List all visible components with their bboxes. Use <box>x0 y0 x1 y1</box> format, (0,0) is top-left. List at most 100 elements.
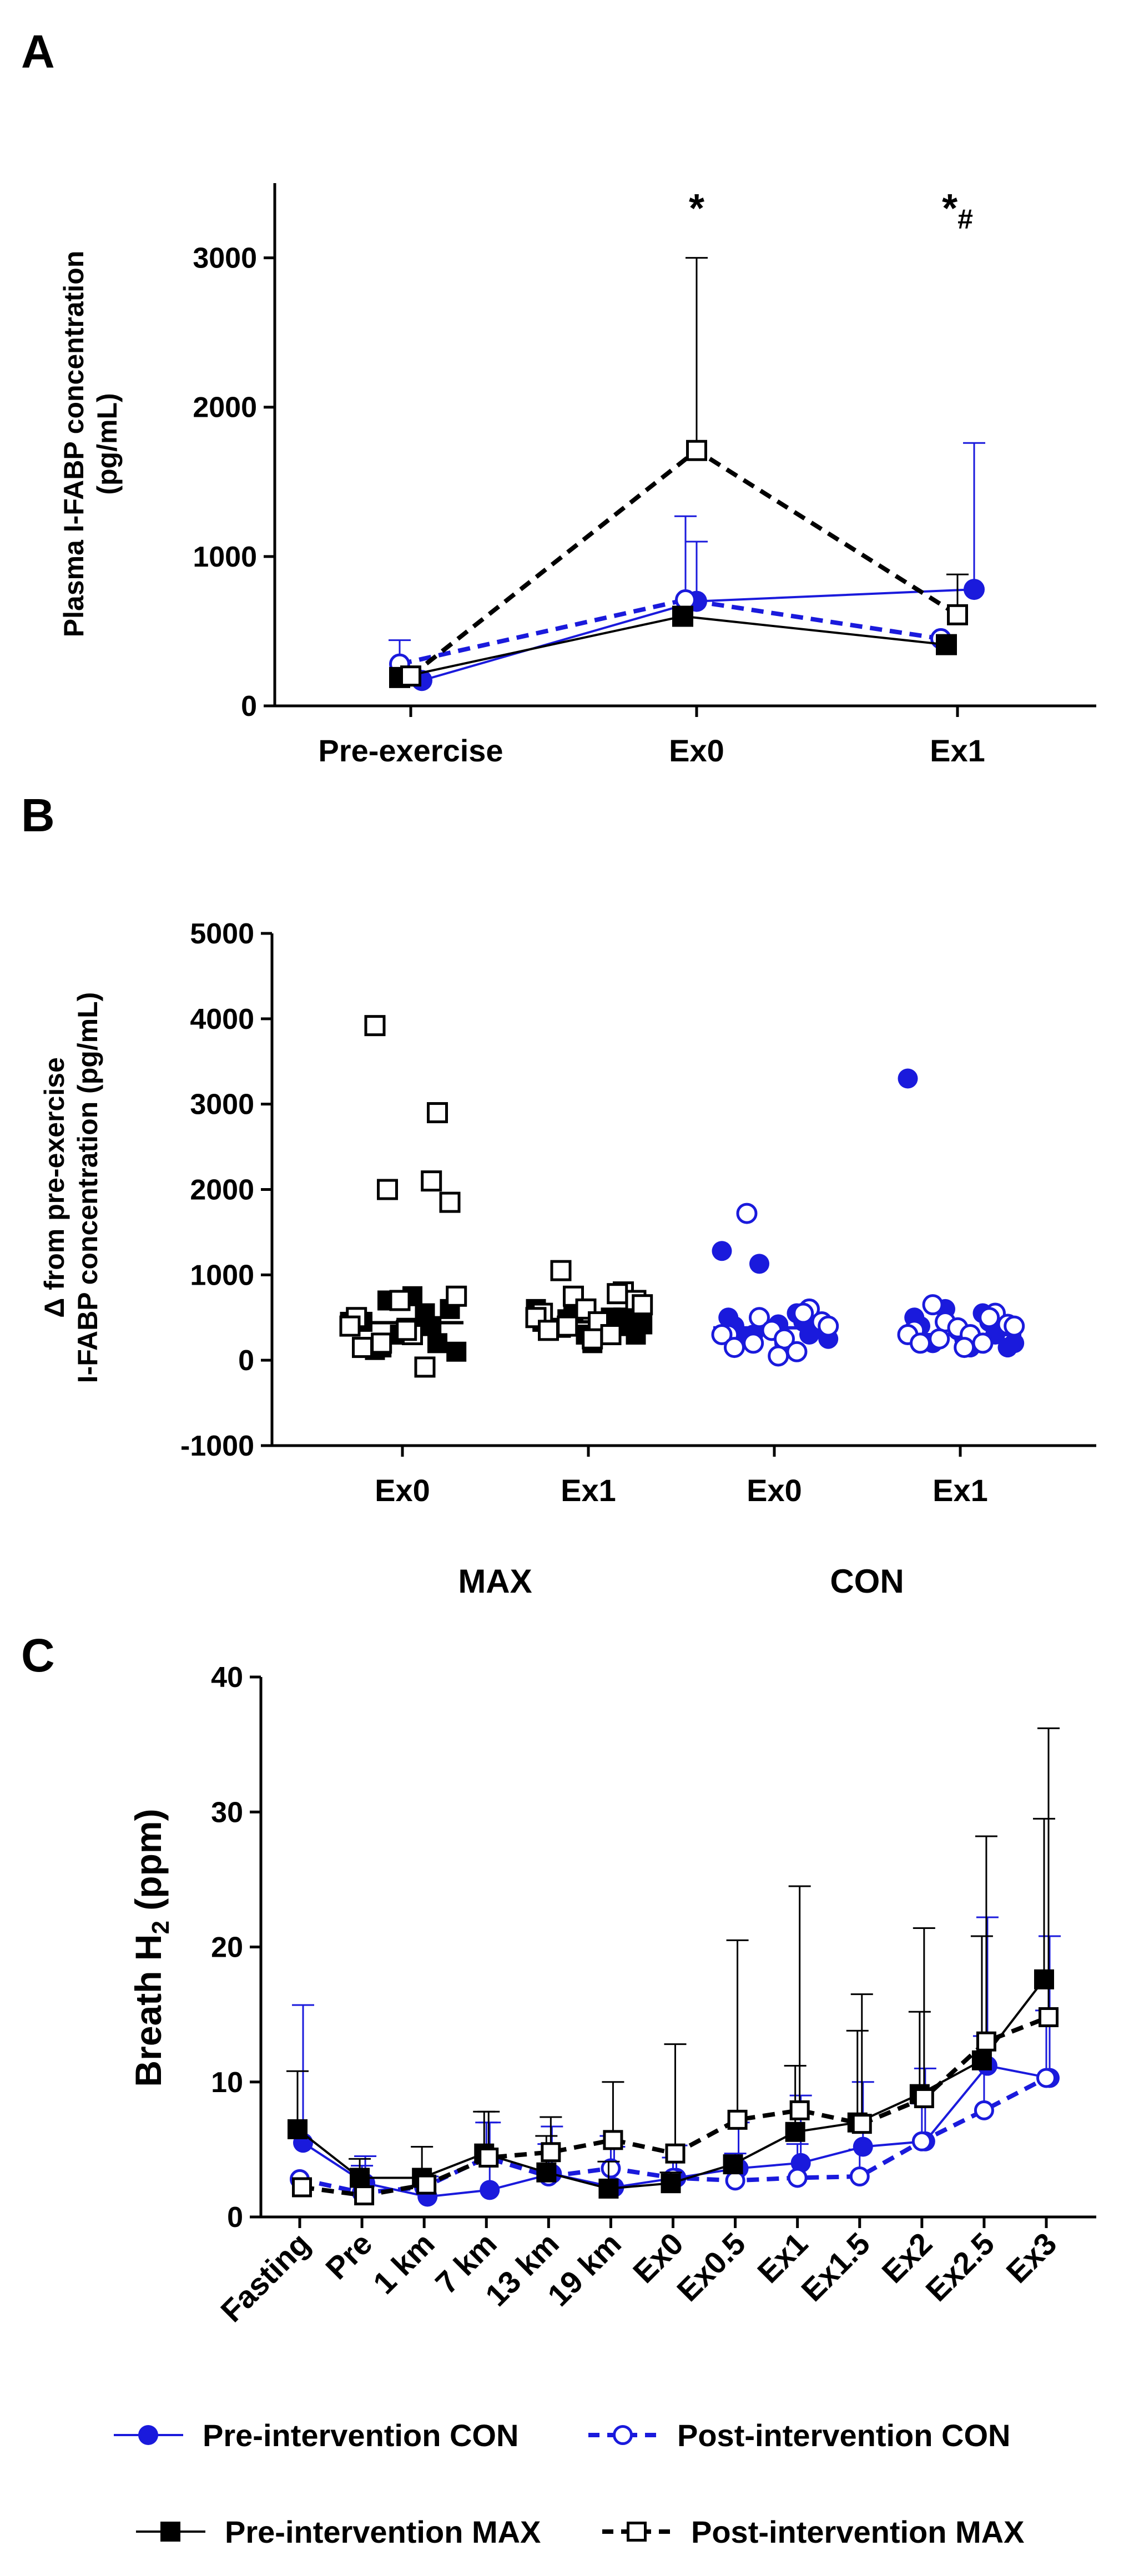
panel-b-point-filled <box>749 1254 769 1274</box>
panel-c-x-tick-label: Ex1.5 <box>794 2226 876 2308</box>
panel-c-y-label-unit: (ppm) <box>128 1809 169 1921</box>
panel-a-y-tick-label: 1000 <box>193 541 257 573</box>
panel-c-point <box>603 2130 623 2150</box>
panel-b-point-open <box>557 1315 578 1337</box>
panel-c-point <box>598 2178 619 2199</box>
panel-c-point <box>478 2147 499 2168</box>
panel-a-annotation-sub: # <box>957 204 973 235</box>
panel-a-point <box>672 605 693 627</box>
panel-a-y-tick-label: 3000 <box>193 243 257 275</box>
panel-c-x-tick-label: Ex0.5 <box>670 2226 752 2308</box>
panel-b-point-open <box>538 1320 559 1341</box>
panel-b-group-label-con: CON <box>830 1563 904 1600</box>
panel-c-y-tick-label: 0 <box>227 2201 243 2234</box>
panel-b-y-tick-label: 4000 <box>190 1003 254 1036</box>
panel-a-y-label-line2: (pg/mL) <box>92 393 123 494</box>
panel-c-point <box>536 2162 557 2183</box>
panel-c-point <box>665 2143 686 2164</box>
panel-a-y-tick-label: 0 <box>241 690 257 723</box>
legend: Pre-intervention CON Post-intervention CO… <box>114 2418 1024 2549</box>
panel-c-x-tick-label: Ex2.5 <box>919 2226 1001 2308</box>
panel-a-point <box>936 634 957 655</box>
panel-c-point <box>288 2119 308 2139</box>
panel-a-series-line <box>399 597 941 666</box>
panel-c-point <box>911 2131 932 2151</box>
panel-b-point-open <box>396 1320 417 1341</box>
panel-b-point-filled <box>446 1341 467 1362</box>
panel-c-y-label: Breath H2 (ppm) <box>128 1809 174 2087</box>
panel-b-point-open <box>352 1337 373 1358</box>
legend-marker <box>138 2425 158 2445</box>
panel-b-y-tick-label: 2000 <box>190 1174 254 1206</box>
panel-b-group-label-max: MAX <box>458 1563 532 1600</box>
panel-b-y-label-line2: I-FABP concentration (pg/mL) <box>72 992 103 1383</box>
panel-c-point <box>725 2170 745 2191</box>
panel-c-point <box>723 2154 743 2175</box>
panel-b-y-tick-label: 3000 <box>190 1089 254 1121</box>
panel-b-point-open <box>563 1285 584 1307</box>
panel-c-y-tick-label: 30 <box>211 1796 243 1829</box>
panel-b-point-open <box>768 1345 789 1367</box>
panel-c-point <box>350 2168 370 2188</box>
panel-c-point <box>851 2114 872 2134</box>
panel-c-point <box>416 2174 437 2195</box>
panel-b-point-open <box>389 1290 411 1311</box>
legend-label: Post-intervention MAX <box>691 2514 1024 2549</box>
panel-a-annotation: * <box>689 186 704 231</box>
legend-label: Pre-intervention CON <box>203 2418 518 2453</box>
panel-c-point <box>1039 2007 1059 2027</box>
panel-label-c: C <box>21 1629 55 1681</box>
panel-c-point <box>541 2142 561 2163</box>
panel-b-point-filled <box>898 1068 918 1089</box>
panel-c-point <box>971 2050 992 2070</box>
panel-b-x-tick-label: Ex1 <box>561 1473 616 1508</box>
panel-b-point-open <box>377 1179 398 1200</box>
panel-b-point-open <box>600 1324 622 1346</box>
panel-c-point <box>1034 1969 1054 1989</box>
panel-a-y-label: Plasma I-FABP concentration (pg/mL) <box>58 251 123 637</box>
panel-b-y-label: Δ from pre-exercise I-FABP concentration … <box>39 992 103 1383</box>
panel-b-point-open <box>414 1356 436 1378</box>
panel-a-point <box>400 665 421 687</box>
panel-b-point-open <box>724 1337 745 1358</box>
panel-b-point-filled <box>712 1241 732 1261</box>
panel-c-point <box>601 2158 621 2179</box>
panel-b-point-open <box>954 1337 975 1358</box>
panel-c-point <box>974 2100 994 2120</box>
panel-b-point-open <box>736 1203 758 1224</box>
panel-c-point <box>787 2168 808 2188</box>
panel-a-annotation: *# <box>942 186 973 235</box>
panel-c-point <box>790 2153 811 2173</box>
panel-label-b: B <box>21 789 55 841</box>
panel-b-y-tick-label: -1000 <box>180 1430 254 1462</box>
panel-b-x-tick-label: Ex0 <box>747 1473 802 1508</box>
panel-b-y-tick-label: 1000 <box>190 1259 254 1291</box>
panel-c-point <box>1036 2068 1056 2088</box>
panel-b-point-open <box>607 1283 628 1305</box>
panel-c-point <box>785 2122 805 2142</box>
panel-b-point-open <box>922 1294 944 1316</box>
panel-c-point <box>789 2100 810 2120</box>
panel-b-point-open <box>364 1015 386 1037</box>
panel-a-point <box>947 604 968 625</box>
panel-a-point <box>686 440 707 461</box>
panel-a-y-tick-label: 2000 <box>193 392 257 424</box>
panel-b-point-open <box>550 1260 572 1281</box>
panel-a-x-tick-label: Ex0 <box>669 733 724 768</box>
panel-a-chart: A 0 1000 2000 3000 Pre-exercise Ex0 Ex1 Plasma I… <box>21 26 1096 768</box>
panel-b-point-open <box>786 1341 808 1362</box>
panel-a-series-line <box>409 447 959 678</box>
panel-b-point-filled <box>997 1337 1018 1358</box>
panel-c-y-label-text: Breath H2 (ppm) <box>128 1809 174 2087</box>
panel-c-point <box>914 2088 934 2108</box>
panel-a-point <box>964 579 985 600</box>
panel-c-point <box>292 2177 312 2198</box>
panel-c-point <box>480 2180 500 2200</box>
legend-marker <box>613 2425 633 2445</box>
panel-b-point-filled <box>427 1333 447 1353</box>
legend-marker <box>160 2522 180 2542</box>
panel-b-point-open <box>929 1328 950 1350</box>
panel-b-point-open <box>749 1307 770 1329</box>
panel-c-point <box>661 2173 681 2194</box>
